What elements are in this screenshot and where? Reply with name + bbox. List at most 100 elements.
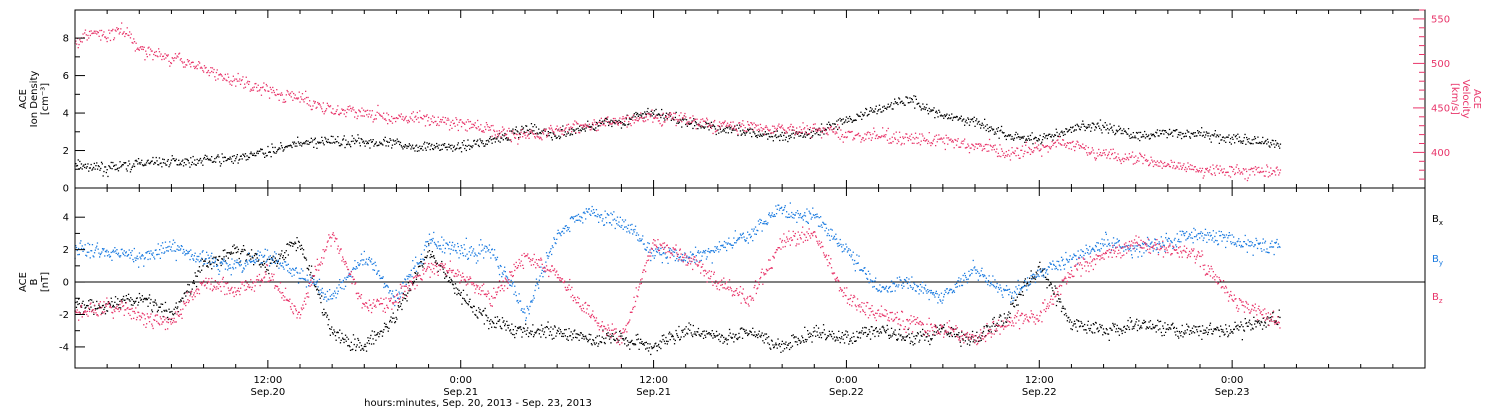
bx-point bbox=[594, 342, 595, 343]
velocity-point bbox=[447, 120, 448, 121]
velocity-point bbox=[627, 126, 628, 127]
bx-point bbox=[114, 302, 115, 303]
bx-point bbox=[872, 333, 873, 334]
density-point bbox=[414, 147, 415, 148]
bx-point bbox=[294, 242, 295, 243]
by-point bbox=[198, 256, 199, 257]
velocity-point bbox=[1109, 158, 1110, 159]
by-point bbox=[172, 244, 173, 245]
bx-point bbox=[780, 352, 781, 353]
velocity-point bbox=[755, 124, 756, 125]
density-point bbox=[536, 126, 537, 127]
density-point bbox=[790, 137, 791, 138]
bx-point bbox=[1001, 321, 1002, 322]
bx-point bbox=[208, 266, 209, 267]
velocity-point bbox=[165, 57, 166, 58]
density-point bbox=[594, 130, 595, 131]
velocity-point bbox=[240, 84, 241, 85]
bx-point bbox=[788, 345, 789, 346]
velocity-point bbox=[927, 143, 928, 144]
velocity-point bbox=[196, 66, 197, 67]
density-point bbox=[789, 138, 790, 139]
bx-point bbox=[330, 329, 331, 330]
density-point bbox=[842, 124, 843, 125]
bx-point bbox=[383, 329, 384, 330]
velocity-point bbox=[1230, 176, 1231, 177]
by-point bbox=[223, 260, 224, 261]
density-point bbox=[152, 160, 153, 161]
bx-point bbox=[124, 300, 125, 301]
density-point bbox=[178, 160, 179, 161]
velocity-point bbox=[1055, 142, 1056, 143]
bx-point bbox=[1103, 328, 1104, 329]
density-point bbox=[1219, 143, 1220, 144]
velocity-point bbox=[457, 124, 458, 125]
bx-point bbox=[718, 339, 719, 340]
bx-point bbox=[428, 243, 429, 244]
bx-point bbox=[1251, 324, 1252, 325]
density-point bbox=[1125, 130, 1126, 131]
density-point bbox=[1134, 137, 1135, 138]
bx-point bbox=[564, 329, 565, 330]
velocity-point bbox=[1232, 167, 1233, 168]
density-point bbox=[1261, 143, 1262, 144]
velocity-point bbox=[229, 81, 230, 82]
velocity-point bbox=[1261, 172, 1262, 173]
density-point bbox=[453, 147, 454, 148]
density-point bbox=[1206, 131, 1207, 132]
by-point bbox=[247, 264, 248, 265]
bx-point bbox=[1017, 297, 1018, 298]
density-point bbox=[1213, 135, 1214, 136]
density-point bbox=[349, 144, 350, 145]
velocity-point bbox=[528, 134, 529, 135]
velocity-point bbox=[476, 128, 477, 129]
bx-point bbox=[784, 348, 785, 349]
density-point bbox=[912, 99, 913, 100]
density-point bbox=[675, 117, 676, 118]
by-point bbox=[88, 252, 89, 253]
velocity-point bbox=[207, 72, 208, 73]
velocity-point bbox=[701, 126, 702, 127]
velocity-point bbox=[1149, 164, 1150, 165]
bx-point bbox=[963, 339, 964, 340]
velocity-point bbox=[267, 85, 268, 86]
bx-point bbox=[1185, 332, 1186, 333]
velocity-point bbox=[827, 134, 828, 135]
density-point bbox=[783, 135, 784, 136]
density-point bbox=[555, 135, 556, 136]
bx-point bbox=[759, 331, 760, 332]
by-point bbox=[210, 263, 211, 264]
bx-point bbox=[1193, 331, 1194, 332]
density-point bbox=[491, 139, 492, 140]
density-point bbox=[487, 144, 488, 145]
velocity-point bbox=[914, 138, 915, 139]
density-point bbox=[557, 137, 558, 138]
bx-point bbox=[93, 314, 94, 315]
bx-point bbox=[477, 317, 478, 318]
density-point bbox=[1265, 140, 1266, 141]
bx-point bbox=[744, 331, 745, 332]
velocity-point bbox=[487, 124, 488, 125]
bx-point bbox=[200, 272, 201, 273]
by-point bbox=[76, 247, 77, 248]
by-point bbox=[218, 269, 219, 270]
velocity-point bbox=[1191, 169, 1192, 170]
by-point bbox=[261, 255, 262, 256]
velocity-point bbox=[149, 54, 150, 55]
bx-point bbox=[971, 336, 972, 337]
velocity-point bbox=[828, 128, 829, 129]
density-point bbox=[948, 117, 949, 118]
velocity-point bbox=[242, 76, 243, 77]
velocity-point bbox=[782, 128, 783, 129]
density-point bbox=[464, 148, 465, 149]
bx-point bbox=[374, 331, 375, 332]
velocity-point bbox=[815, 130, 816, 131]
density-point bbox=[1089, 126, 1090, 127]
density-point bbox=[131, 169, 132, 170]
density-point bbox=[804, 134, 805, 135]
bx-point bbox=[352, 349, 353, 350]
density-point bbox=[914, 108, 915, 109]
velocity-point bbox=[599, 122, 600, 123]
velocity-point bbox=[1179, 168, 1180, 169]
